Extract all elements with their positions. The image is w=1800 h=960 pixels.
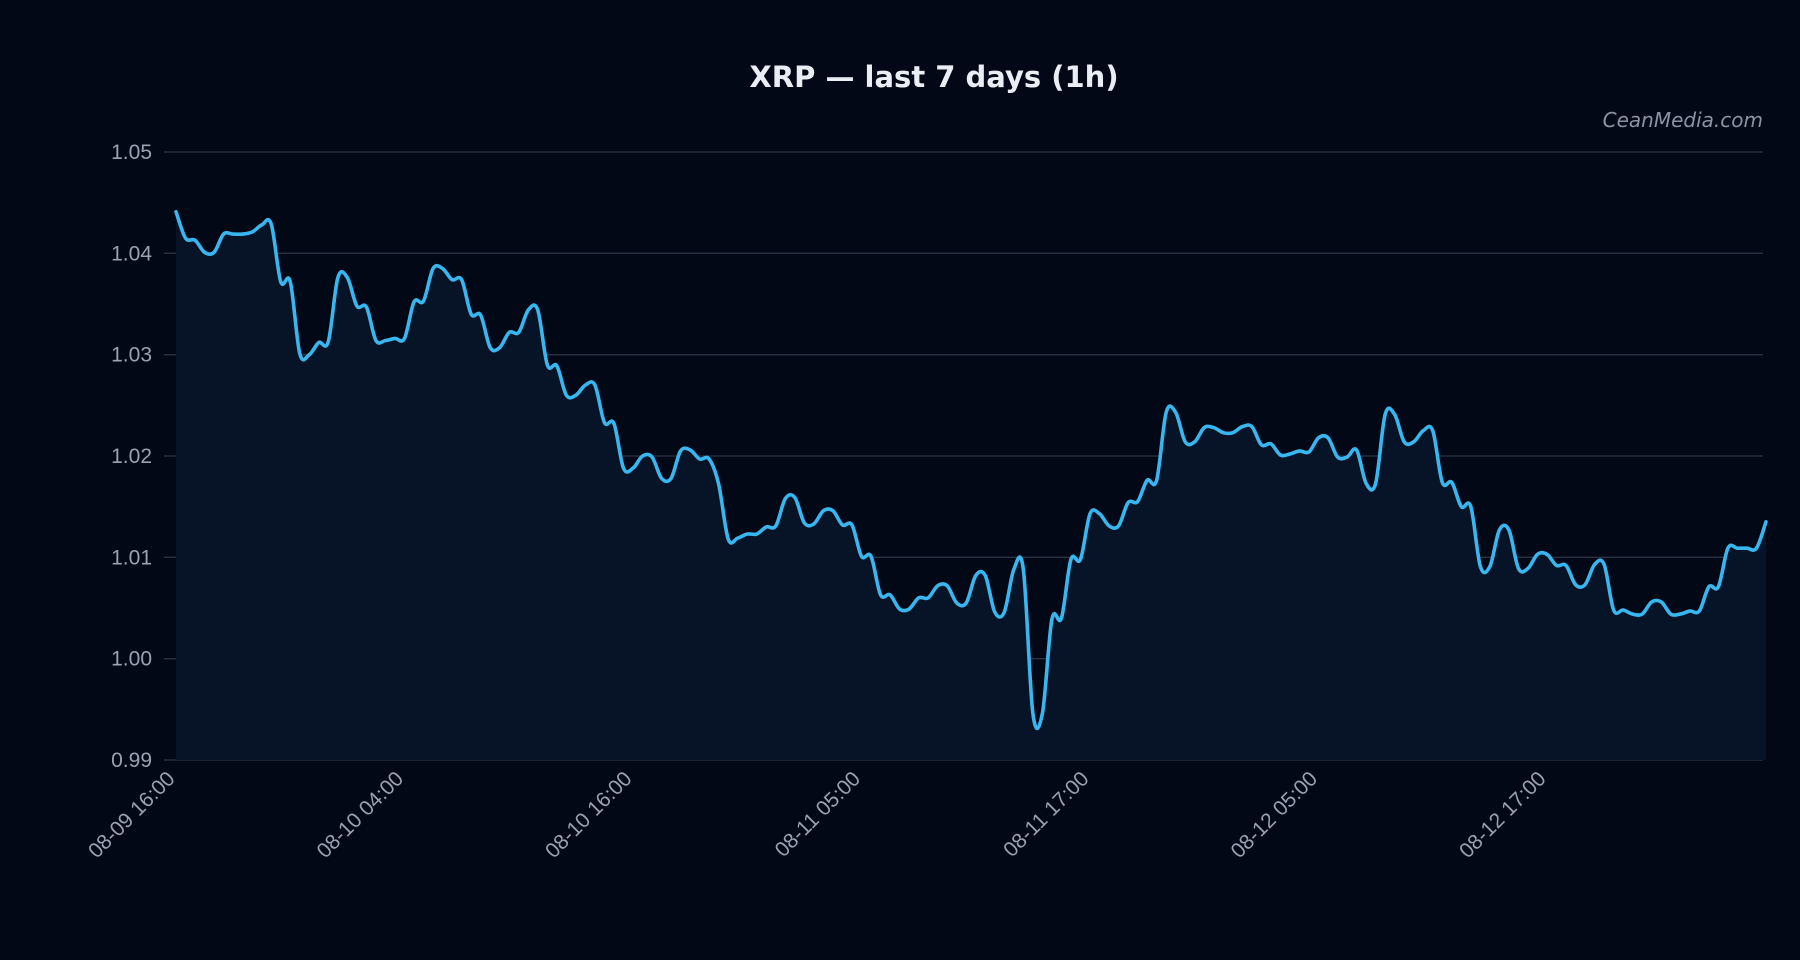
series-line [174, 209, 1768, 731]
series-area [176, 211, 1766, 761]
y-tick-label: 0.99 [111, 749, 152, 772]
y-tick-label: 1.00 [111, 648, 152, 671]
y-tick-label: 1.02 [111, 445, 152, 468]
y-tick-label: 1.05 [111, 141, 152, 164]
watermark: CeanMedia.com [1603, 108, 1763, 132]
y-tick-label: 1.01 [111, 546, 152, 569]
series-line-group [174, 209, 1768, 731]
y-tick-label: 1.04 [111, 242, 152, 265]
y-axis-ticks: 1.05 1.04 1.03 1.02 1.01 1.00 0.99 [111, 141, 152, 772]
chart-title: XRP — last 7 days (1h) [749, 60, 1118, 94]
y-tick-label: 1.03 [111, 344, 152, 367]
series-area-group [176, 211, 1766, 761]
